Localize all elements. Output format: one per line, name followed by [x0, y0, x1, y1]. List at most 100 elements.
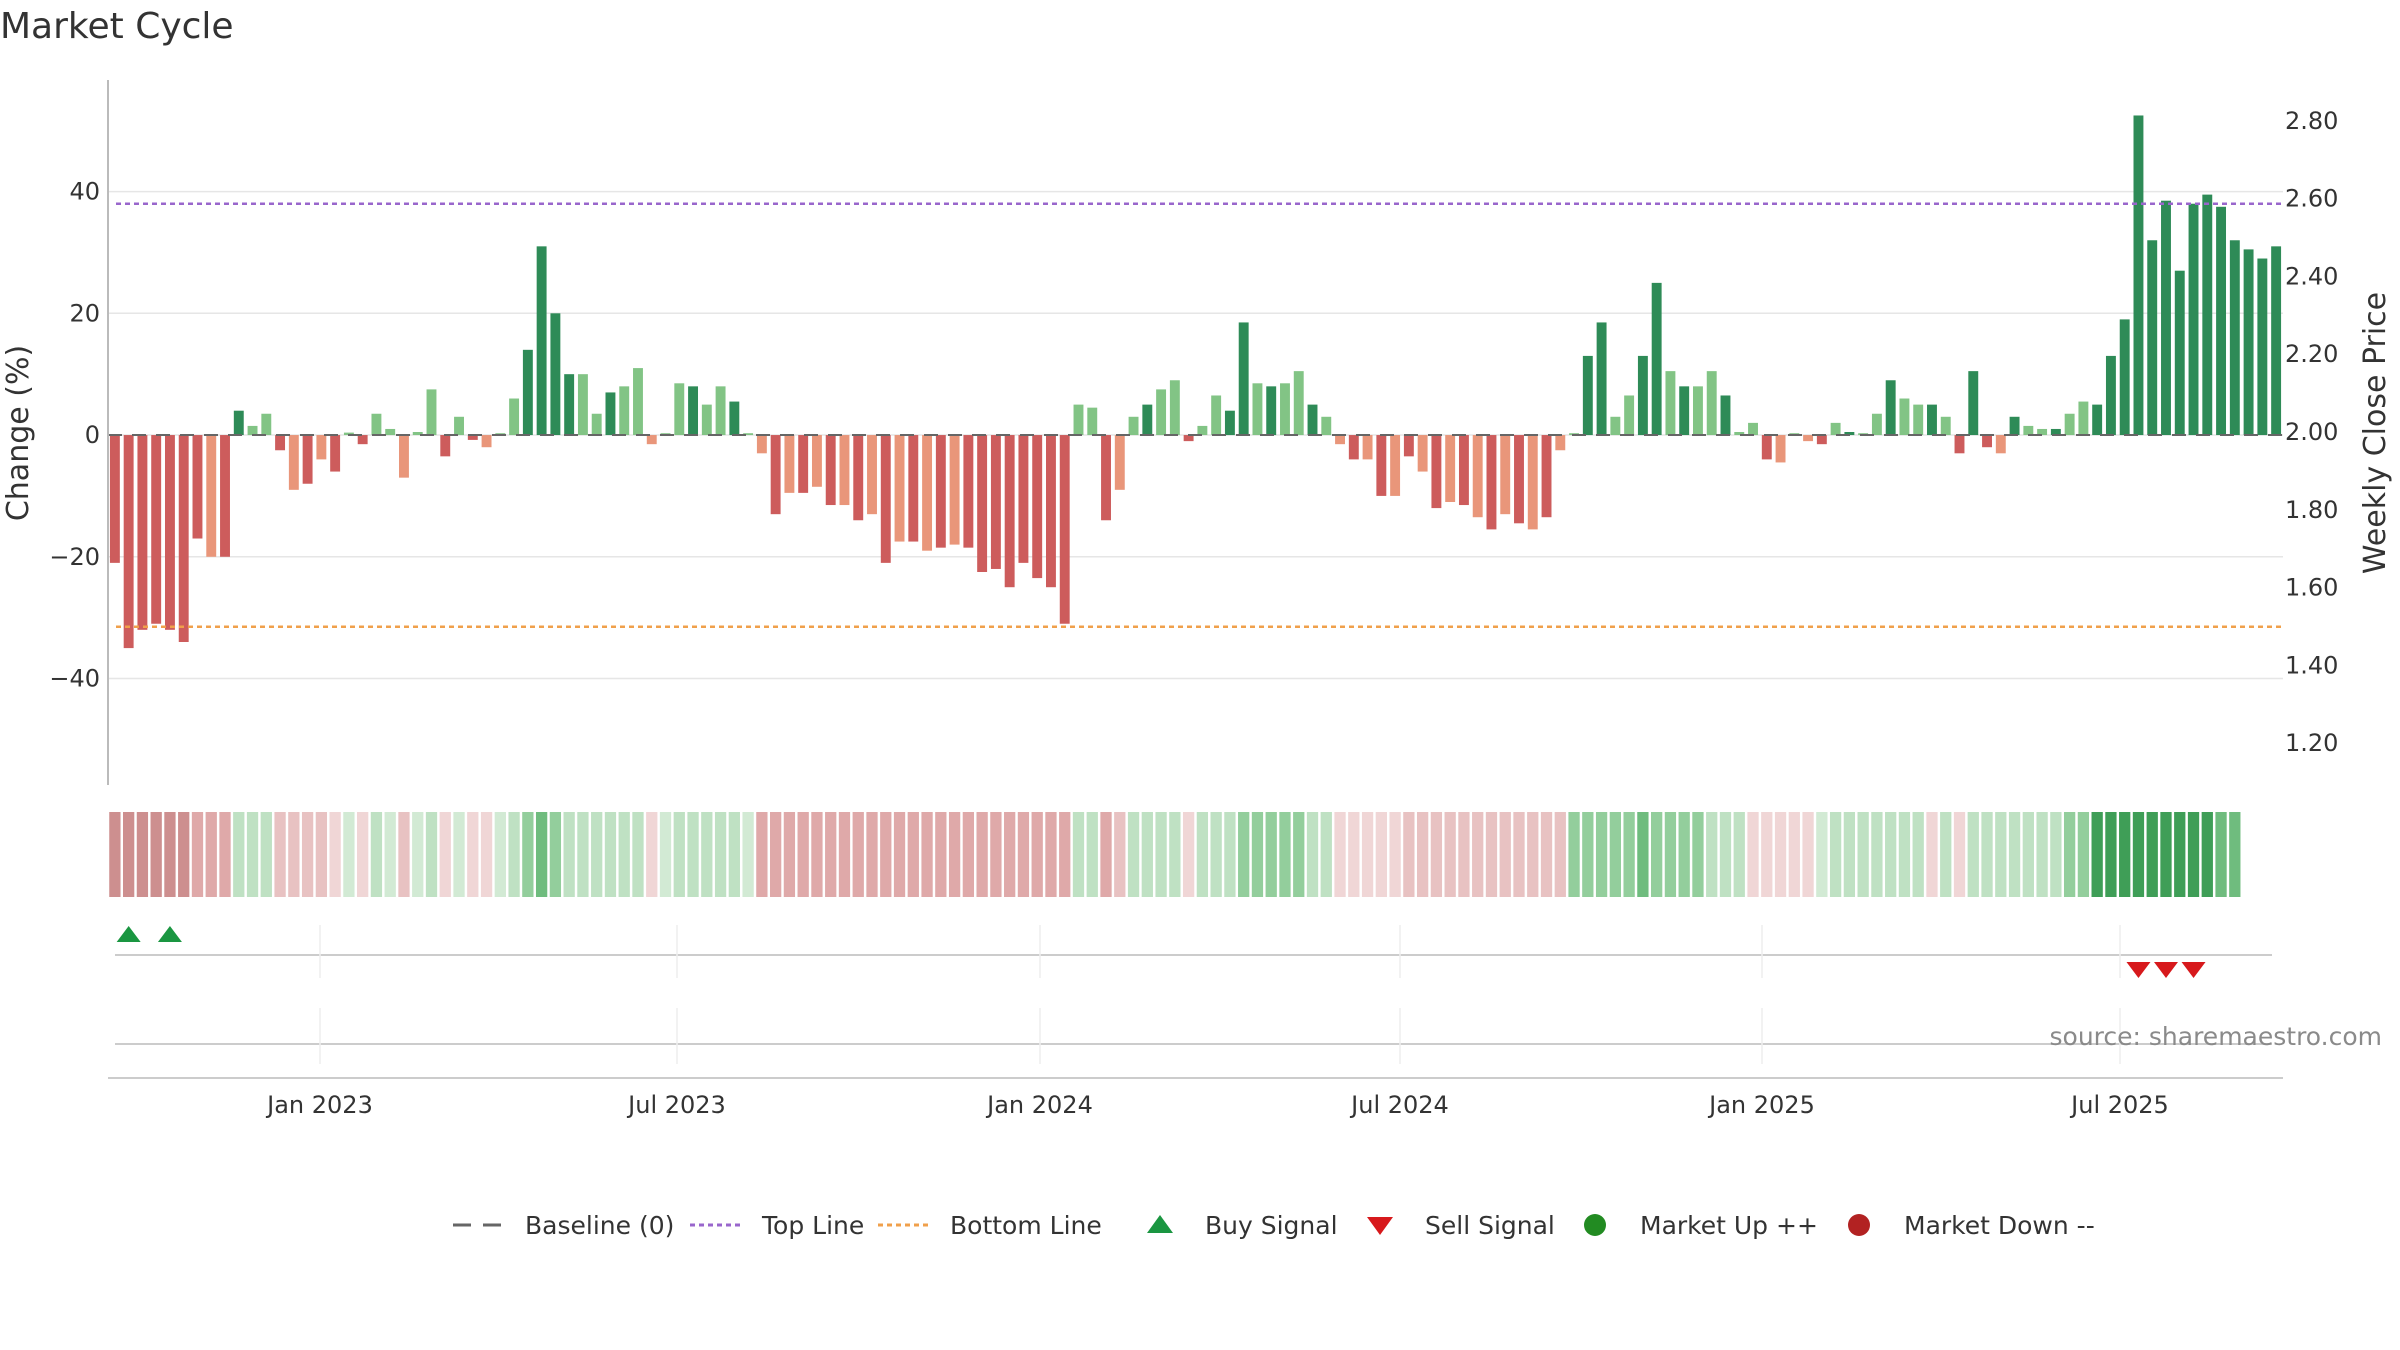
change-bar	[509, 398, 520, 436]
change-bar	[1761, 435, 1772, 460]
heat-cell	[1072, 812, 1085, 897]
heat-cell	[2036, 812, 2048, 897]
change-bar	[770, 435, 781, 515]
heat-cell	[1458, 812, 1470, 897]
heat-cell	[1513, 812, 1525, 897]
heat-cell	[1953, 812, 1966, 897]
heat-cell	[2146, 812, 2158, 897]
change-bar	[1238, 322, 1249, 436]
heat-cell	[1334, 812, 1346, 897]
heat-cell	[1582, 812, 1594, 897]
change-bar	[220, 435, 230, 557]
change-bar	[977, 435, 988, 572]
change-bar	[1335, 435, 1345, 445]
heat-cell	[1926, 812, 1938, 897]
change-bar	[302, 435, 313, 484]
change-bar	[1624, 395, 1635, 436]
heat-cell	[1967, 812, 1979, 897]
heat-cell	[948, 812, 961, 897]
heat-cell	[1472, 812, 1484, 897]
heat-cell	[1706, 812, 1718, 897]
heat-cell	[219, 812, 231, 897]
heat-cell	[756, 812, 768, 897]
change-bar	[2105, 355, 2116, 436]
change-bar	[674, 383, 685, 436]
heat-cell	[1843, 812, 1856, 897]
change-bar	[192, 435, 203, 539]
y-right-tick-label: 2.40	[2285, 262, 2338, 290]
change-bar	[1527, 435, 1538, 530]
change-bar	[1982, 435, 1992, 448]
heat-cell	[1995, 812, 2007, 897]
change-bar	[1362, 435, 1373, 460]
heat-cell	[866, 812, 878, 897]
change-bar	[798, 435, 809, 493]
heat-cell	[1320, 812, 1332, 897]
heat-cell	[1403, 812, 1415, 897]
change-bar	[1748, 422, 1758, 436]
heat-cell	[1375, 812, 1387, 897]
heat-cell	[604, 812, 617, 897]
change-bar	[1458, 435, 1469, 506]
change-bar	[2064, 413, 2075, 436]
change-bar	[1692, 386, 1703, 436]
heat-cell	[260, 812, 272, 897]
change-bar	[1390, 435, 1401, 496]
change-bar	[1775, 435, 1786, 463]
heat-cell	[357, 812, 369, 897]
heat-cell	[549, 812, 562, 897]
heat-cell	[1430, 812, 1443, 897]
heat-cell	[288, 812, 300, 897]
heat-cell	[384, 812, 396, 897]
change-bar	[949, 435, 960, 545]
change-bar	[2188, 203, 2199, 436]
y-right-tick-label: 1.20	[2285, 729, 2338, 757]
change-bar	[1541, 435, 1552, 518]
heat-cell	[480, 812, 493, 897]
change-bar	[619, 386, 630, 436]
heat-cell	[329, 812, 341, 897]
change-bar	[330, 435, 341, 472]
heat-cell	[1940, 812, 1952, 897]
change-bar	[1128, 416, 1139, 436]
heat-cell	[1416, 812, 1429, 897]
heat-cell	[136, 812, 149, 897]
y-right-tick-label: 2.80	[2285, 107, 2338, 135]
change-bar	[1582, 355, 1593, 436]
change-bar	[853, 435, 864, 521]
change-bar	[178, 435, 189, 642]
heat-cell	[2215, 812, 2227, 897]
buy-signal-marker	[116, 926, 141, 942]
change-bar	[867, 435, 877, 515]
change-bar	[1500, 435, 1511, 515]
change-bar	[1885, 380, 1896, 436]
bars-layer	[109, 115, 2282, 649]
change-bar	[605, 392, 616, 436]
change-bar	[1995, 435, 2006, 454]
heat-cell	[1155, 812, 1167, 897]
heat-cell	[178, 812, 190, 897]
heat-cell	[2187, 812, 2200, 897]
heat-cell	[233, 812, 245, 897]
heat-cell	[577, 812, 589, 897]
heat-cell	[714, 812, 727, 897]
heat-cell	[687, 812, 699, 897]
heat-cell	[728, 812, 740, 897]
change-bar	[1679, 386, 1690, 436]
y-right-tick-label: 2.00	[2285, 418, 2338, 446]
heat-cell	[1485, 812, 1498, 897]
heat-cell	[246, 812, 259, 897]
change-bar	[275, 435, 286, 451]
change-bar	[1706, 371, 1717, 436]
change-bar	[1211, 395, 1222, 436]
legend-label: Baseline (0)	[525, 1211, 674, 1240]
y-right-axis-title: Weekly Close Price	[2358, 292, 2393, 574]
heat-cell	[1678, 812, 1690, 897]
change-bar	[1073, 404, 1084, 436]
heat-cell	[1141, 812, 1153, 897]
heat-cell	[1871, 812, 1883, 897]
y-left-axis-title: Change (%)	[1, 345, 36, 521]
change-bar	[454, 416, 464, 436]
legend-label: Market Up ++	[1640, 1211, 1818, 1240]
heat-cell	[1802, 812, 1814, 897]
